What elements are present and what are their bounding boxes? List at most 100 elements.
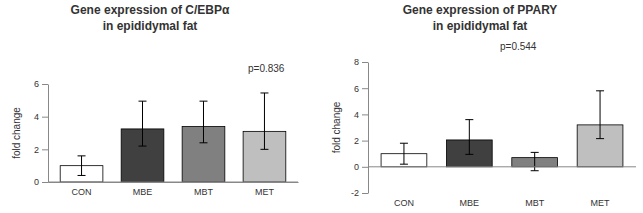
error-cap xyxy=(260,149,268,150)
y-axis: -2 0 2 4 6 8 xyxy=(351,57,369,198)
tick: 8 xyxy=(354,57,368,67)
tick-label: 4 xyxy=(34,112,39,122)
tick-mark xyxy=(362,141,368,142)
title-line: Gene expression of PPARY xyxy=(403,3,558,17)
tick-label: 4 xyxy=(354,110,359,120)
axis-line xyxy=(48,85,49,183)
tick-label: -2 xyxy=(351,188,359,198)
tick-label: CON xyxy=(72,187,92,197)
x-axis: CON MBE MBT MET xyxy=(369,193,637,208)
error-stem xyxy=(600,91,601,139)
error-stem xyxy=(534,152,535,170)
tick: 4 xyxy=(354,110,368,120)
error-bar xyxy=(596,91,604,139)
tick-mark xyxy=(362,62,368,63)
tick-label: 0 xyxy=(34,177,39,187)
tick-mark xyxy=(42,117,48,118)
tick-label: MET xyxy=(591,198,611,208)
error-cap xyxy=(596,138,604,139)
tick: CON xyxy=(394,193,414,208)
error-bar xyxy=(139,101,147,146)
tick: MBE xyxy=(133,182,153,197)
error-cap xyxy=(78,155,86,156)
tick: MBT xyxy=(194,182,214,197)
tick: 2 xyxy=(34,145,48,155)
title: Gene expression of PPARY in epididymal fa… xyxy=(403,3,558,33)
marks xyxy=(60,93,286,182)
error-cap xyxy=(596,90,604,91)
tick-label: CON xyxy=(394,198,414,208)
tick: 0 xyxy=(34,177,48,187)
error-bar xyxy=(400,143,408,164)
error-cap xyxy=(531,152,539,153)
error-cap xyxy=(260,92,268,93)
error-bar xyxy=(199,101,207,143)
tick-label: 8 xyxy=(354,57,359,67)
title: Gene expression of C/EBPα in epididymal f… xyxy=(71,3,230,33)
chart: Gene expression of PPARY in epididymal fa… xyxy=(331,3,637,208)
tick: MBE xyxy=(460,193,480,208)
baseline xyxy=(368,166,636,167)
tick: MET xyxy=(591,193,611,208)
title-line: Gene expression of C/EBPα xyxy=(71,3,230,17)
error-stem xyxy=(264,93,265,149)
y-label: fold change xyxy=(11,107,22,159)
y-label: fold change xyxy=(331,101,342,153)
error-cap xyxy=(400,164,408,165)
tick: 4 xyxy=(34,112,48,122)
error-cap xyxy=(199,142,207,143)
error-cap xyxy=(400,143,408,144)
x-axis: CON MBE MBT MET xyxy=(49,182,299,197)
error-cap xyxy=(465,154,473,155)
error-cap xyxy=(199,101,207,102)
error-stem xyxy=(81,156,82,176)
title-line: in epididymal fat xyxy=(433,19,528,33)
canvas: Gene expression of C/EBPα in epididymal f… xyxy=(0,0,643,213)
error-cap xyxy=(139,146,147,147)
tick-mark xyxy=(362,114,368,115)
marks xyxy=(381,91,623,171)
baseline xyxy=(48,182,298,183)
annotation: p=0.544 xyxy=(500,41,537,52)
error-stem xyxy=(142,101,143,146)
tick: 6 xyxy=(34,79,48,89)
tick-label: 2 xyxy=(354,136,359,146)
tick: 2 xyxy=(354,136,368,146)
tick-label: 6 xyxy=(34,79,39,89)
error-stem xyxy=(469,120,470,155)
tick-mark xyxy=(42,149,48,150)
error-bar xyxy=(78,156,86,176)
annotation: p=0.836 xyxy=(248,63,285,74)
error-cap xyxy=(531,170,539,171)
axis-line xyxy=(368,63,369,194)
tick-mark xyxy=(42,84,48,85)
tick-label: MET xyxy=(255,187,275,197)
tick-mark xyxy=(42,182,48,183)
axis-line xyxy=(49,182,299,183)
error-cap xyxy=(139,101,147,102)
tick-mark xyxy=(362,88,368,89)
tick-label: 6 xyxy=(354,84,359,94)
error-bar xyxy=(531,152,539,170)
axis-line xyxy=(369,193,637,194)
error-cap xyxy=(465,119,473,120)
tick-label: MBE xyxy=(460,198,480,208)
error-bar xyxy=(465,120,473,155)
chart: Gene expression of C/EBPα in epididymal f… xyxy=(11,3,299,197)
tick: 0 xyxy=(354,162,368,172)
tick-label: 2 xyxy=(34,145,39,155)
tick: MET xyxy=(255,182,275,197)
error-bar xyxy=(260,93,268,149)
tick: MBT xyxy=(525,193,545,208)
y-axis: 0 2 4 6 xyxy=(34,79,49,187)
tick-mark xyxy=(362,193,368,194)
tick: 6 xyxy=(354,84,368,94)
title-line: in epididymal fat xyxy=(103,19,198,33)
tick-label: MBT xyxy=(525,198,545,208)
tick-label: 0 xyxy=(354,162,359,172)
tick-label: MBE xyxy=(133,187,153,197)
tick-label: MBT xyxy=(194,187,214,197)
error-stem xyxy=(203,101,204,143)
error-stem xyxy=(403,143,404,164)
error-cap xyxy=(78,175,86,176)
